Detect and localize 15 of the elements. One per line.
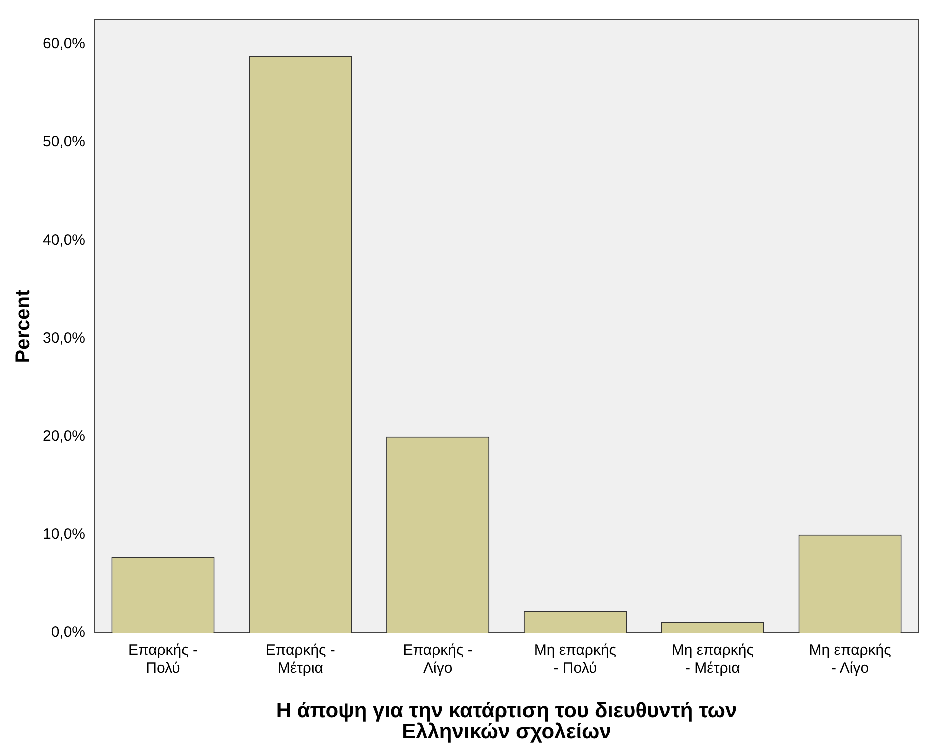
y-tick-label: 10,0%	[42, 526, 86, 544]
x-tick-label: Επαρκής - Λίγο	[403, 642, 473, 678]
x-tick-label: Μη επαρκής - Μέτρια	[672, 642, 754, 678]
y-tick-label: 20,0%	[42, 428, 86, 445]
y-tick-label: 50,0%	[42, 134, 86, 151]
x-tick-label: Μη επαρκής - Λίγο	[809, 642, 892, 678]
x-tick-label: Μη επαρκής - Πολύ	[534, 642, 617, 678]
x-axis-title: Η άποψη για την κατάρτιση του διευθυντή των Ελληνικών σχολείων	[276, 699, 738, 744]
y-axis-title: Percent	[12, 289, 35, 364]
x-tick-label: Επαρκής - Μέτρια	[266, 642, 336, 678]
y-tick-label: 0,0%	[51, 624, 86, 642]
x-tick-label: Επαρκής - Πολύ	[128, 642, 198, 678]
y-tick-label: 30,0%	[42, 330, 86, 347]
y-tick-label: 60,0%	[42, 36, 86, 53]
y-tick-label: 40,0%	[42, 232, 86, 249]
